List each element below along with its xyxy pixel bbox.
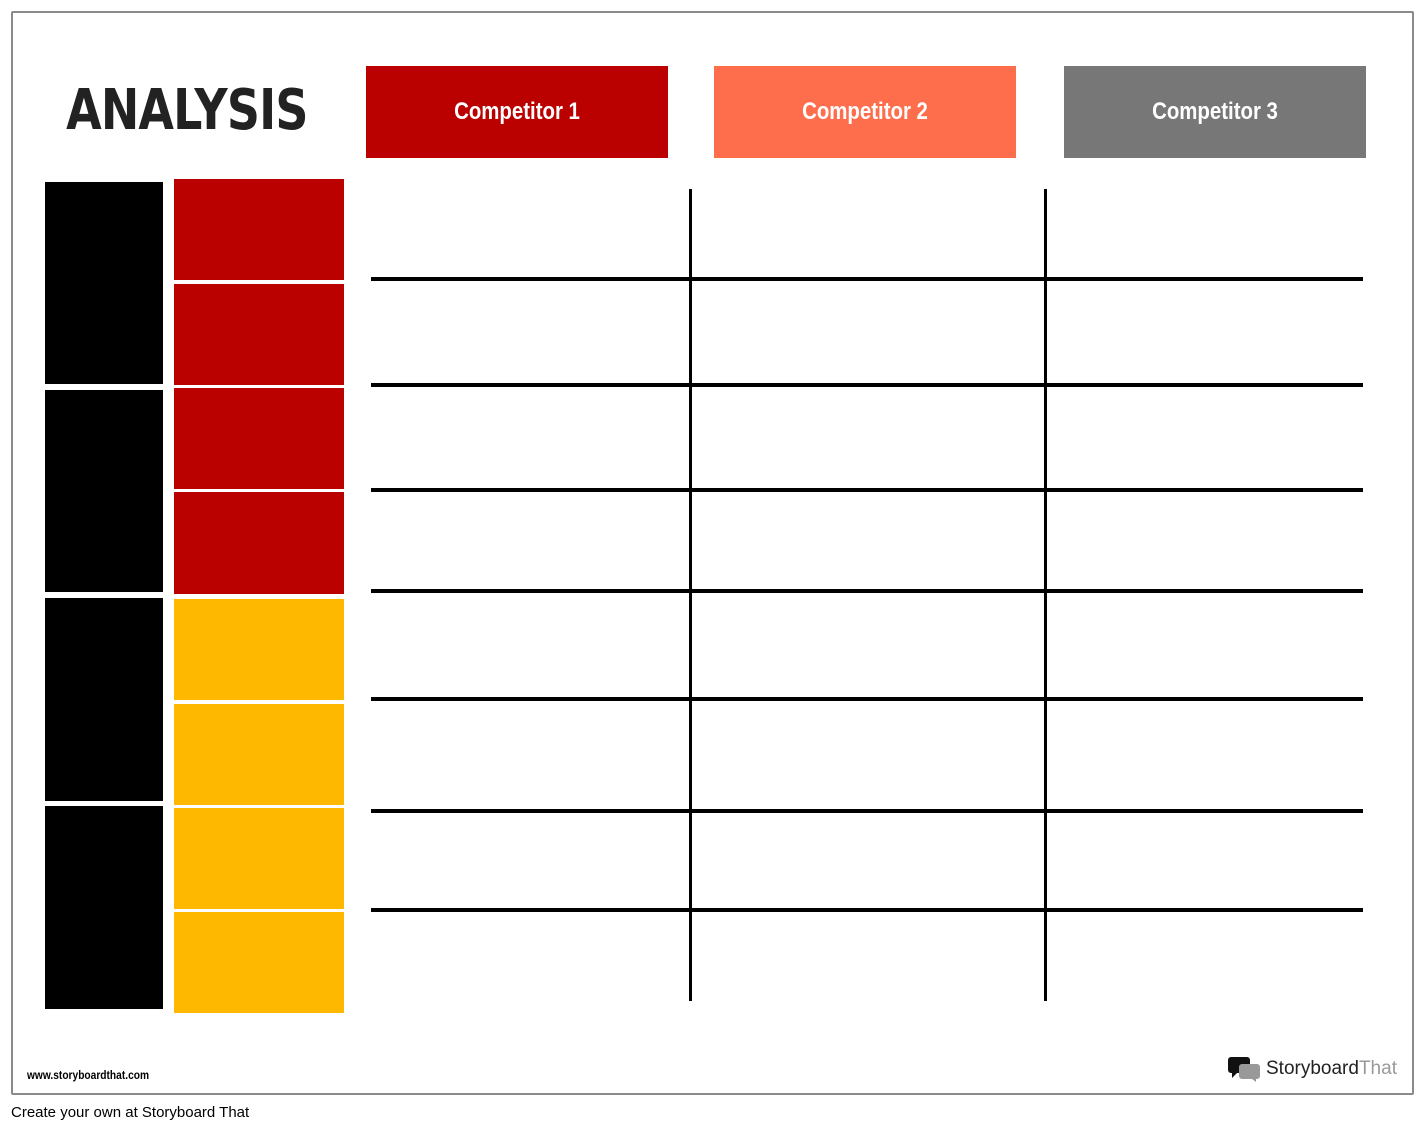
website-url: www.storyboardthat.com [27, 1068, 150, 1082]
footer-caption[interactable]: Create your own at Storyboard That [11, 1104, 250, 1121]
grid-line [371, 809, 1363, 813]
category-block [45, 806, 163, 1009]
row-label-block [174, 284, 344, 385]
competitor-3-header: Competitor 3 [1064, 66, 1366, 158]
grid-line [371, 383, 1363, 387]
row-label-block [174, 388, 344, 489]
row-label-block [174, 808, 344, 909]
storyboardthat-logo: StoryboardThat [1228, 1056, 1397, 1082]
page-title: ANALYSIS [66, 78, 308, 143]
grid-line [371, 697, 1363, 701]
speech-bubbles-icon [1228, 1057, 1260, 1082]
column-divider [689, 189, 692, 1001]
row-label-block [174, 179, 344, 280]
grid-line [371, 589, 1363, 593]
competitor-2-header: Competitor 2 [714, 66, 1016, 158]
category-block [45, 598, 163, 801]
worksheet-frame [11, 11, 1414, 1095]
grid-line [371, 277, 1363, 281]
category-block [45, 182, 163, 384]
competitor-1-header: Competitor 1 [366, 66, 668, 158]
row-label-block [174, 492, 344, 594]
row-label-block [174, 704, 344, 805]
grid-line [371, 488, 1363, 492]
grid-line [371, 908, 1363, 912]
category-block [45, 390, 163, 592]
row-label-block [174, 599, 344, 700]
column-divider [1044, 189, 1047, 1001]
row-label-block [174, 912, 344, 1013]
